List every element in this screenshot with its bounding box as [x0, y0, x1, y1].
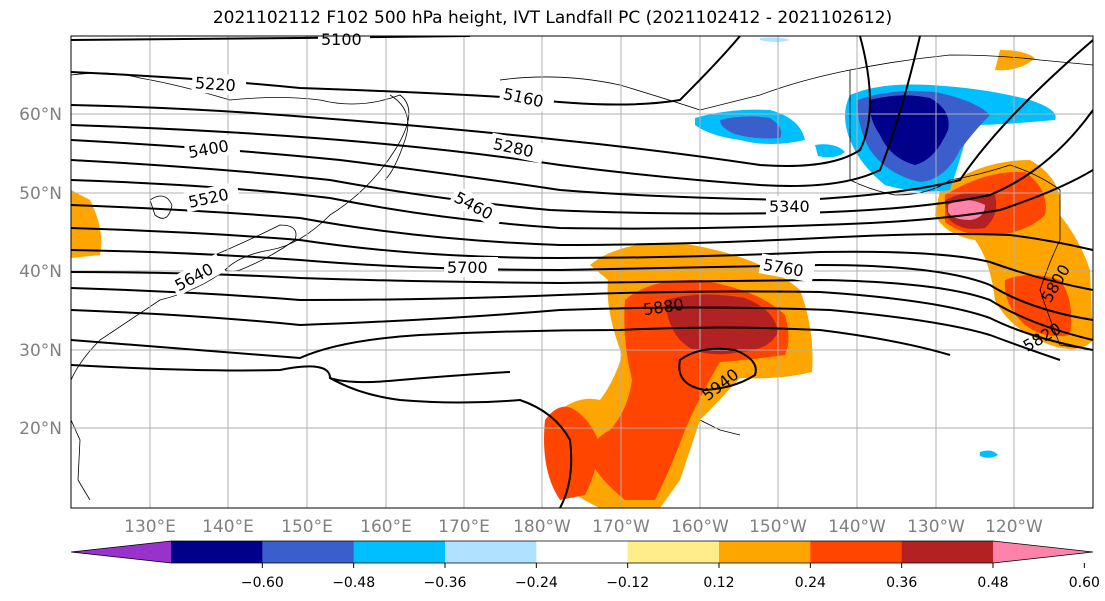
coastlines	[71, 54, 1093, 501]
latitude-tick-label: 50°N	[19, 184, 62, 204]
latitude-tick-label: 30°N	[19, 341, 62, 361]
colorbar-extend-min	[71, 541, 171, 563]
colorbar-segment	[536, 541, 629, 563]
colorbar-segment	[810, 541, 903, 563]
colorbar-extend-max	[993, 541, 1093, 563]
longitude-tick-label: 170°E	[438, 517, 490, 537]
colorbar-tick-label: 0.12	[703, 575, 734, 591]
colorbar: −0.60 −0.48 −0.36 −0.24 −0.12 0.12 0.24 0.36 0.4…	[70, 540, 1100, 591]
colorbar-tick-label: −0.36	[424, 575, 467, 591]
map-frame	[70, 35, 1094, 509]
colorbar-segment	[719, 541, 811, 563]
height-contours	[71, 36, 1093, 508]
colorbar-tick-label: −0.24	[515, 575, 558, 591]
longitude-tick-label: 140°E	[202, 517, 254, 537]
longitude-tick-label: 160°W	[671, 517, 729, 537]
colorbar-segment	[353, 541, 446, 563]
longitude-tick-label: 130°W	[907, 517, 965, 537]
longitude-tick-label: 130°E	[124, 517, 176, 537]
colorbar-segment	[901, 541, 994, 563]
colorbar-tick-label: 0.24	[795, 575, 826, 591]
colorbar-segment	[171, 541, 263, 563]
longitude-tick-label: 150°W	[749, 517, 807, 537]
colorbar-tick-label: −0.12	[606, 575, 649, 591]
colorbar-tick-label: −0.48	[332, 575, 375, 591]
colorbar-tick-label: 0.36	[886, 575, 917, 591]
longitude-labels: 130°E 140°E 150°E 160°E 170°E 180°W 170°W 160°W…	[124, 517, 1043, 537]
latitude-tick-label: 20°N	[19, 419, 62, 439]
contour-label-5220: 5220	[194, 73, 236, 95]
map-title: 2021102112 F102 500 hPa height, IVT Land…	[212, 8, 893, 28]
contour-label-5340: 5340	[769, 197, 810, 216]
colorbar-tick-label: −0.60	[241, 575, 284, 591]
colorbar-segment	[262, 541, 355, 563]
longitude-tick-label: 140°W	[828, 517, 886, 537]
colorbar-segment	[445, 541, 537, 563]
colorbar-segment	[627, 541, 720, 563]
longitude-tick-label: 180°W	[513, 517, 571, 537]
contour-label-5100: 5100	[321, 30, 362, 49]
colorbar-tick-label: 0.60	[1069, 575, 1100, 591]
map-gridlines	[71, 36, 1093, 508]
longitude-tick-label: 170°W	[592, 517, 650, 537]
latitude-tick-label: 60°N	[19, 105, 62, 125]
colorbar-outline	[70, 540, 1094, 564]
latitude-tick-label: 40°N	[19, 262, 62, 282]
contour-label-5700: 5700	[447, 258, 488, 277]
latitude-labels: 60°N 50°N 40°N 30°N 20°N	[19, 105, 62, 439]
longitude-tick-label: 150°E	[281, 517, 333, 537]
longitude-tick-label: 120°W	[985, 517, 1043, 537]
longitude-tick-label: 160°E	[360, 517, 412, 537]
colorbar-tick-label: 0.48	[977, 575, 1008, 591]
